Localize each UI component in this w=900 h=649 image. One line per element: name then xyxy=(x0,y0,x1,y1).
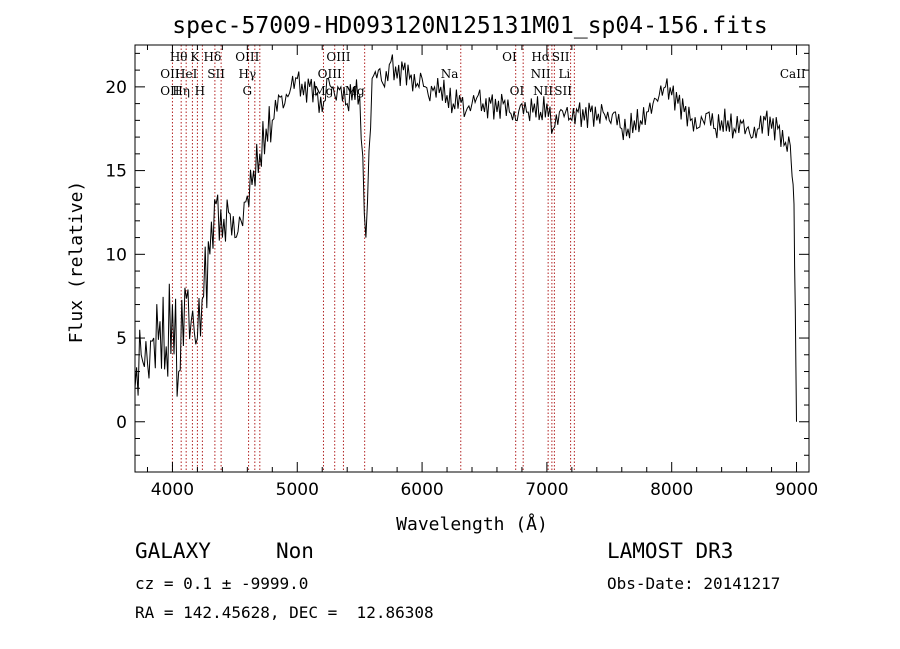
line-label: Mg xyxy=(313,84,333,98)
line-label: K xyxy=(190,50,200,64)
line-label: Hγ xyxy=(239,67,257,81)
series-layer xyxy=(134,54,797,422)
line-label: Mg xyxy=(345,84,365,98)
survey-name: LAMOST DR3 xyxy=(607,539,734,563)
y-tick-label: 0 xyxy=(116,413,127,433)
line-label: G xyxy=(243,84,253,98)
x-tick-label: 4000 xyxy=(151,480,194,500)
x-tick-label: 7000 xyxy=(525,480,568,500)
line-label: OI xyxy=(502,50,517,64)
line-label: HeI xyxy=(175,67,198,81)
y-tick-label: 10 xyxy=(105,245,127,265)
line-label: Na xyxy=(441,67,459,81)
line-label: OIII xyxy=(326,50,350,64)
line-label: SII xyxy=(552,50,570,64)
y-tick-label: 15 xyxy=(105,162,127,182)
line-label: SII xyxy=(207,67,225,81)
line-label: CaII xyxy=(780,67,806,81)
y-tick-label: 5 xyxy=(116,329,127,349)
line-label: SII xyxy=(554,84,572,98)
x-axis-label: Wavelength (Å) xyxy=(396,513,548,535)
axes: 4000 5000 6000 7000 8000 9000 0 5 10 15 20 xyxy=(105,44,818,500)
line-label: Hδ xyxy=(204,50,222,64)
obs-date: Obs-Date: 20141217 xyxy=(607,574,781,593)
y-axis-label: Flux (relative) xyxy=(66,181,87,344)
object-class: GALAXY xyxy=(135,539,211,563)
line-label: NII xyxy=(533,84,553,98)
x-tick-label: 8000 xyxy=(650,480,693,500)
chart-title: spec-57009-HD093120N125131M01_sp04-156.f… xyxy=(172,13,767,39)
line-markers xyxy=(171,45,575,472)
line-label: OI xyxy=(510,84,525,98)
line-label: OII xyxy=(160,67,180,81)
line-label: H xyxy=(195,84,205,98)
x-tick-label: 9000 xyxy=(775,480,818,500)
line-label: OIII xyxy=(235,50,259,64)
plot-frame xyxy=(134,44,810,473)
coordinates: RA = 142.45628, DEC = 12.86308 xyxy=(135,603,434,622)
x-tick-label: 5000 xyxy=(276,480,319,500)
line-label: NII xyxy=(531,67,551,81)
line-label: Hη xyxy=(172,84,190,98)
redshift-readout: cz = 0.1 ± -9999.0 xyxy=(135,574,309,593)
spectrum-line xyxy=(134,54,797,422)
object-subclass: Non xyxy=(276,539,314,563)
line-label: Hα xyxy=(531,50,550,64)
line-label: OII xyxy=(160,84,180,98)
x-tick-label: 6000 xyxy=(400,480,443,500)
y-tick-label: 20 xyxy=(105,78,127,98)
line-label: Li xyxy=(558,67,570,81)
line-label: OIII xyxy=(318,67,342,81)
line-label: Hθ xyxy=(170,50,188,64)
